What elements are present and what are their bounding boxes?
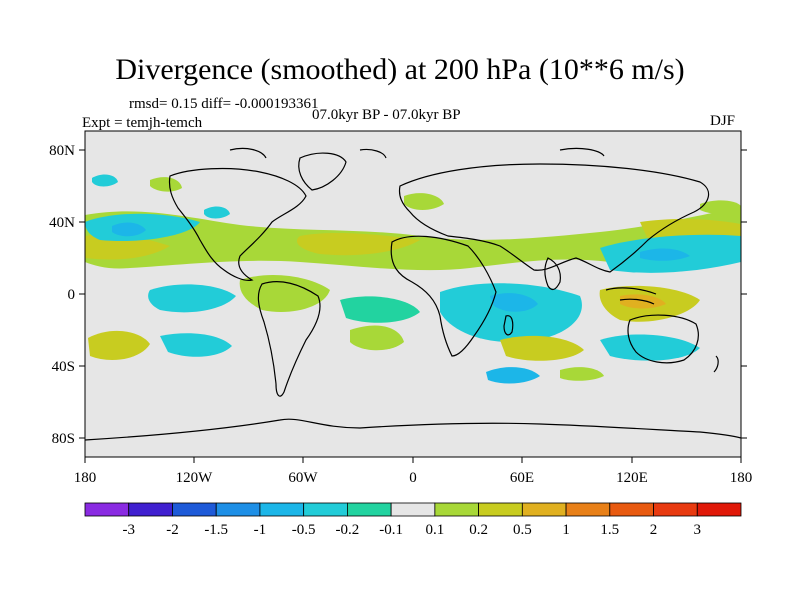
colorbar-label: 0.5 (513, 522, 532, 538)
field-negative (112, 222, 146, 237)
lat-tick-label: 40N (49, 215, 75, 231)
lon-tick-label: 180 (74, 470, 97, 486)
coastline-australia (627, 314, 699, 364)
colorbar-label: -1 (254, 522, 267, 538)
coastline-madagascar (503, 315, 514, 336)
coastline-greenland (298, 152, 347, 191)
colorbar-label: -1.5 (204, 522, 228, 538)
colorbar-box (172, 502, 217, 517)
field-negative (160, 333, 232, 357)
colorbar-box (84, 502, 130, 517)
field-negative (600, 334, 700, 361)
lon-tick-label: 0 (409, 470, 417, 486)
colorbar-box (390, 502, 436, 517)
field-positive (296, 233, 420, 256)
field-positive (88, 330, 150, 360)
lat-tick-label: 80S (52, 431, 75, 447)
field-negative (148, 284, 236, 313)
colorbar-box (478, 502, 523, 517)
field-positive (700, 200, 741, 215)
field-negative (440, 283, 582, 343)
lat-tick-label: 80N (49, 143, 75, 159)
divergence-field (85, 174, 741, 384)
lat-tick-label: 40S (52, 359, 75, 375)
colorbar-box (521, 502, 567, 517)
colorbar-box (609, 502, 654, 517)
plot-title: Divergence (smoothed) at 200 hPa (10**6 … (115, 53, 685, 86)
colorbar (84, 502, 742, 517)
colorbar-labels: -3 -2 -1.5 -1 -0.5 -0.2 -0.1 0.1 0.2 0.5 1 1.5 2 3 (122, 522, 701, 538)
lon-tick-label: 120W (176, 470, 214, 486)
field-positive (500, 335, 584, 361)
field-negative (204, 206, 230, 219)
colorbar-box (346, 502, 392, 517)
colorbar-box (215, 502, 261, 517)
coastline-arctic-islands (229, 147, 605, 159)
colorbar-label: 0.1 (425, 522, 444, 538)
coastline-antarctica (85, 418, 741, 441)
colorbar-label: 2 (650, 522, 658, 538)
lat-tick-labels: 80N 40N 0 40S 80S (49, 143, 75, 447)
coastlines (85, 147, 741, 441)
colorbar-box (565, 502, 611, 517)
lon-tick-labels: 180 120W 60W 0 60E 120E 180 (74, 470, 753, 486)
colorbar-box (434, 502, 480, 517)
stats-label: rmsd= 0.15 diff= -0.000193361 (129, 96, 319, 112)
colorbar-box (259, 502, 305, 517)
lon-tick-label: 180 (730, 470, 753, 486)
colorbar-box (303, 502, 348, 517)
field-negative (92, 174, 118, 187)
lon-tick-label: 60W (288, 470, 318, 486)
season-label: DJF (710, 113, 736, 129)
field-positive (350, 325, 404, 351)
lon-tick-marks (84, 457, 742, 463)
colorbar-label: 1.5 (600, 522, 619, 538)
field-negative (640, 248, 690, 261)
colorbar-box (696, 502, 742, 517)
colorbar-label: 1 (562, 522, 570, 538)
lon-tick-label: 120E (616, 470, 648, 486)
colorbar-label: 3 (694, 522, 702, 538)
field-negative (340, 296, 420, 323)
lon-tick-label: 60E (510, 470, 534, 486)
coastline-new-zealand (713, 355, 719, 373)
colorbar-label: 0.2 (469, 522, 488, 538)
coastline-south-america (257, 281, 321, 397)
colorbar-label: -0.1 (379, 522, 403, 538)
coastline-india (544, 257, 561, 291)
field-negative (490, 293, 538, 312)
coastline-indonesia (605, 287, 657, 305)
colorbar-label: -2 (166, 522, 179, 538)
field-positive (620, 294, 666, 309)
lat-tick-marks (79, 149, 747, 439)
experiment-label: Expt = temjh-temch (82, 115, 203, 131)
coastline-africa (390, 235, 497, 357)
field-positive (560, 367, 604, 381)
field-positive (150, 177, 182, 192)
colorbar-label: -3 (122, 522, 135, 538)
colorbar-box (128, 502, 173, 517)
coastline-north-america (168, 167, 307, 281)
period-label: 07.0kyr BP - 07.0kyr BP (312, 107, 461, 123)
colorbar-label: -0.5 (292, 522, 316, 538)
field-positive (404, 193, 444, 210)
coastline-eurasia (398, 163, 710, 273)
lat-tick-label: 0 (68, 287, 76, 303)
colorbar-box (653, 502, 698, 517)
field-negative (486, 367, 540, 384)
colorbar-label: -0.2 (336, 522, 360, 538)
